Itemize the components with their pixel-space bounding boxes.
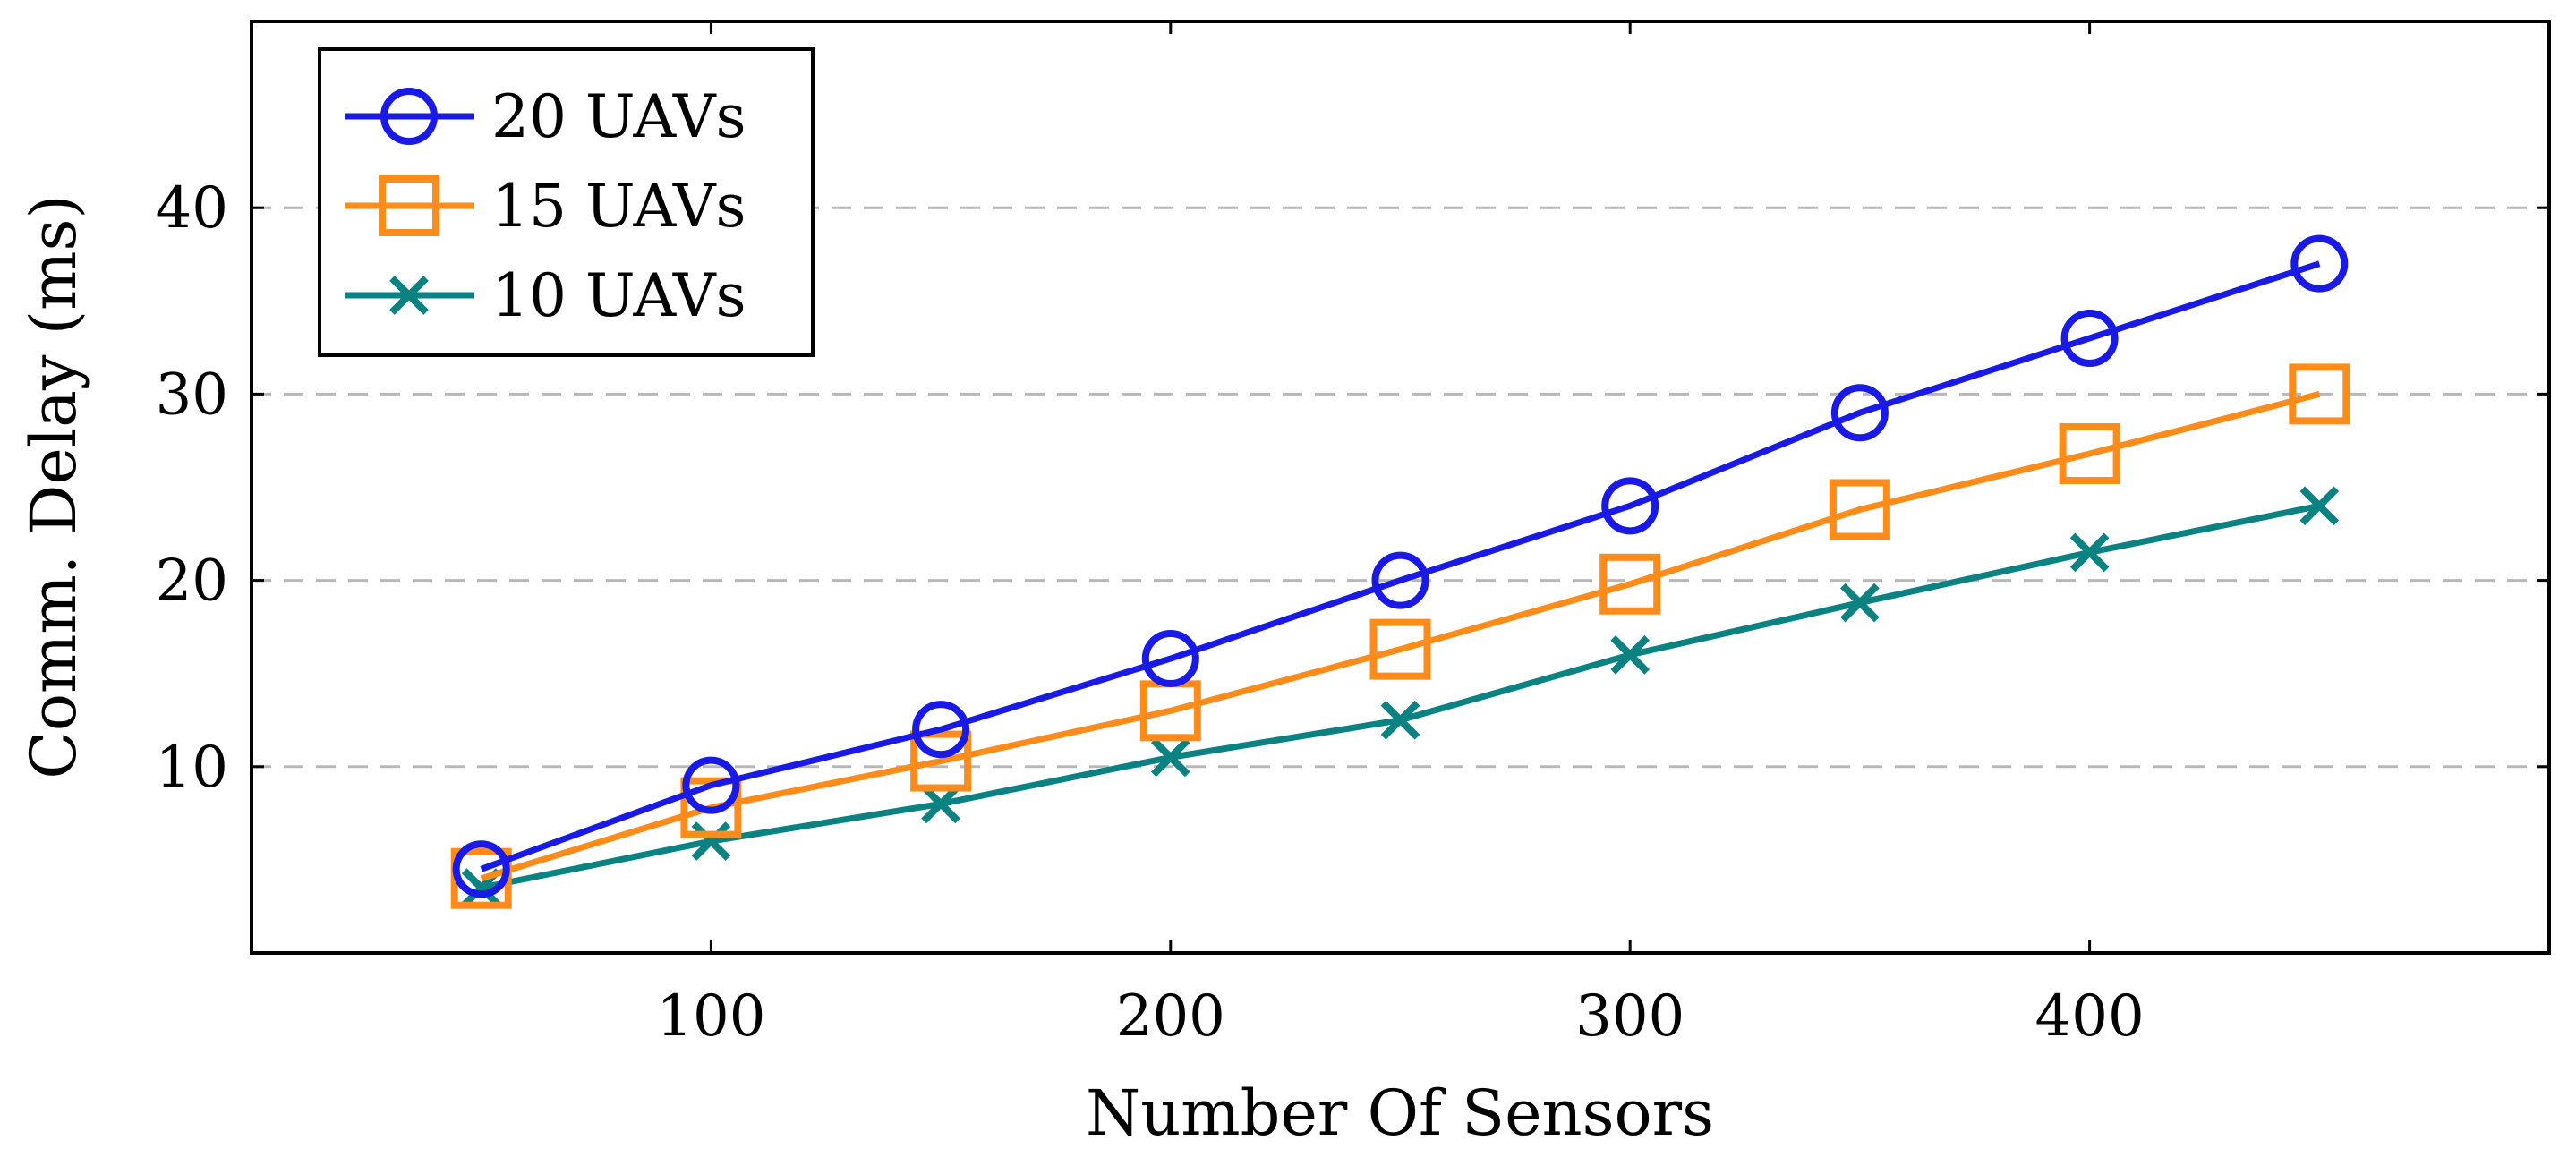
data-point bbox=[921, 784, 960, 824]
legend-entry: 20 UAVs bbox=[345, 82, 746, 151]
data-point bbox=[1371, 551, 1429, 609]
data-point bbox=[2069, 532, 2110, 573]
legend-marker bbox=[389, 276, 429, 315]
legend-label: 10 UAVs bbox=[491, 261, 746, 330]
legend-entry: 15 UAVs bbox=[345, 172, 746, 241]
data-point bbox=[910, 730, 972, 792]
legend-entry: 10 UAVs bbox=[345, 261, 746, 330]
legend-label: 15 UAVs bbox=[491, 172, 746, 241]
data-point bbox=[682, 756, 740, 814]
legend-marker bbox=[380, 88, 438, 145]
data-point bbox=[1829, 479, 1890, 540]
data-point bbox=[1601, 477, 1659, 535]
y-axis-title: Comm. Delay (ms) bbox=[17, 194, 90, 778]
legend: 20 UAVs 15 UAVs 10 UAVs bbox=[318, 47, 815, 357]
data-point bbox=[1840, 583, 1880, 623]
y-tick-label: 10 bbox=[156, 735, 228, 801]
x-axis-title: Number Of Sensors bbox=[1086, 1076, 1714, 1150]
plot-frame bbox=[250, 20, 2551, 955]
y-axis: 10 20 30 40 bbox=[156, 175, 2549, 801]
legend-marker bbox=[379, 175, 439, 236]
data-point bbox=[1141, 630, 1199, 688]
data-point bbox=[1369, 618, 1431, 680]
x-tick-label: 100 bbox=[656, 983, 765, 1050]
data-point bbox=[452, 840, 510, 898]
series-line bbox=[480, 391, 2321, 882]
data-point bbox=[912, 701, 970, 759]
data-point bbox=[2289, 363, 2350, 425]
data-point bbox=[2060, 309, 2119, 367]
data-point bbox=[680, 777, 742, 838]
legend-label: 20 UAVs bbox=[491, 82, 746, 151]
data-point bbox=[1380, 700, 1420, 740]
data-point bbox=[1830, 384, 1889, 442]
data-point bbox=[2299, 486, 2340, 526]
series-layer bbox=[450, 234, 2350, 909]
data-point bbox=[1150, 737, 1190, 778]
data-point bbox=[691, 821, 731, 861]
y-tick-label: 20 bbox=[156, 549, 228, 615]
data-point bbox=[1610, 635, 1651, 675]
series-line bbox=[480, 260, 2321, 872]
series-20-uavs bbox=[452, 234, 2349, 898]
series-15-uavs bbox=[450, 363, 2350, 909]
x-tick-label: 400 bbox=[2035, 983, 2145, 1050]
grid-lines bbox=[252, 206, 2549, 769]
series-line bbox=[481, 502, 2320, 891]
x-tick-label: 200 bbox=[1116, 983, 1225, 1050]
x-axis: 100 200 300 400 bbox=[656, 21, 2145, 1050]
y-tick-label: 30 bbox=[156, 362, 228, 428]
y-tick-label: 40 bbox=[156, 175, 228, 242]
data-point bbox=[2059, 423, 2120, 485]
series-10-uavs bbox=[461, 486, 2340, 907]
data-point bbox=[1599, 553, 1661, 615]
x-tick-label: 300 bbox=[1575, 983, 1685, 1050]
data-point bbox=[2290, 234, 2349, 293]
